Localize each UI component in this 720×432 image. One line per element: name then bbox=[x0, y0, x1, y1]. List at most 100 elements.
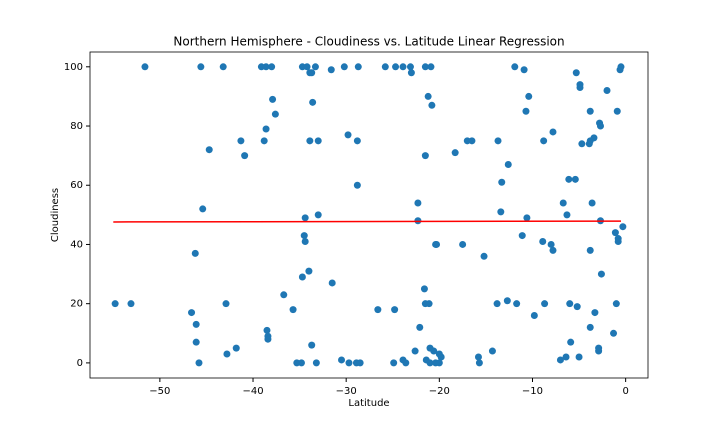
point bbox=[612, 300, 620, 308]
point bbox=[575, 353, 583, 361]
point bbox=[617, 63, 625, 71]
y-tick-label: 80 bbox=[70, 121, 83, 132]
x-tick-label: −30 bbox=[336, 386, 357, 397]
point bbox=[301, 214, 309, 222]
point bbox=[344, 131, 352, 139]
point bbox=[262, 125, 270, 133]
point bbox=[416, 323, 424, 331]
point bbox=[399, 63, 407, 71]
point bbox=[420, 285, 428, 293]
y-tick-label: 100 bbox=[64, 62, 83, 73]
point bbox=[513, 300, 521, 308]
point bbox=[563, 211, 571, 219]
point bbox=[562, 353, 570, 361]
point bbox=[497, 208, 505, 216]
x-tick-label: −10 bbox=[522, 386, 543, 397]
x-tick-label: −20 bbox=[429, 386, 450, 397]
point bbox=[430, 347, 438, 355]
point bbox=[468, 137, 476, 145]
point bbox=[263, 326, 271, 334]
point bbox=[437, 353, 445, 361]
y-axis-label: Cloudiness bbox=[50, 188, 61, 242]
point bbox=[451, 149, 459, 157]
point bbox=[549, 246, 557, 254]
point bbox=[308, 69, 316, 77]
point bbox=[426, 359, 434, 367]
point bbox=[525, 92, 533, 100]
point bbox=[613, 107, 621, 115]
point bbox=[425, 300, 433, 308]
point bbox=[374, 306, 382, 314]
point bbox=[566, 300, 574, 308]
point bbox=[576, 84, 584, 92]
point bbox=[493, 300, 501, 308]
point bbox=[586, 323, 594, 331]
point bbox=[205, 146, 213, 154]
point bbox=[414, 199, 422, 207]
point bbox=[345, 359, 353, 367]
point bbox=[511, 63, 519, 71]
point bbox=[223, 350, 231, 358]
point bbox=[402, 359, 410, 367]
point bbox=[192, 320, 200, 328]
point bbox=[459, 240, 467, 248]
point bbox=[309, 98, 317, 106]
x-axis-label: Latitude bbox=[348, 398, 389, 409]
point bbox=[591, 309, 599, 317]
point bbox=[199, 205, 207, 213]
point bbox=[237, 137, 245, 145]
point bbox=[232, 344, 240, 352]
point bbox=[195, 359, 203, 367]
point bbox=[578, 140, 586, 148]
point bbox=[241, 152, 249, 160]
point bbox=[356, 359, 364, 367]
point bbox=[391, 306, 399, 314]
point bbox=[588, 199, 596, 207]
point bbox=[411, 347, 419, 355]
point bbox=[289, 306, 297, 314]
x-tick-label: −50 bbox=[149, 386, 170, 397]
point bbox=[111, 300, 119, 308]
point bbox=[264, 335, 272, 343]
point bbox=[565, 175, 573, 183]
point bbox=[297, 359, 305, 367]
point bbox=[268, 63, 276, 71]
point bbox=[596, 122, 604, 130]
plot-frame bbox=[89, 51, 649, 379]
y-tick-label: 40 bbox=[70, 239, 83, 250]
point bbox=[300, 232, 308, 240]
point bbox=[475, 359, 483, 367]
point bbox=[381, 63, 389, 71]
point bbox=[611, 229, 619, 237]
point bbox=[498, 178, 506, 186]
point bbox=[504, 161, 512, 169]
point bbox=[614, 238, 622, 246]
point bbox=[327, 66, 335, 74]
point bbox=[392, 63, 400, 71]
point bbox=[424, 92, 432, 100]
point bbox=[141, 63, 149, 71]
point bbox=[572, 69, 580, 77]
point bbox=[474, 353, 482, 361]
point bbox=[603, 86, 611, 94]
point bbox=[353, 137, 361, 145]
point bbox=[311, 63, 319, 71]
point bbox=[610, 329, 618, 337]
point bbox=[571, 175, 579, 183]
point bbox=[390, 359, 398, 367]
point bbox=[549, 128, 557, 136]
point bbox=[222, 300, 230, 308]
point bbox=[503, 297, 511, 305]
y-tick-label: 20 bbox=[70, 299, 83, 310]
point bbox=[269, 95, 277, 103]
point bbox=[262, 63, 270, 71]
point bbox=[427, 63, 435, 71]
point bbox=[306, 137, 314, 145]
x-tick-label: 0 bbox=[622, 386, 628, 397]
point bbox=[308, 341, 316, 349]
point bbox=[567, 338, 575, 346]
point bbox=[428, 101, 436, 109]
point bbox=[590, 134, 598, 142]
point bbox=[556, 356, 564, 364]
point bbox=[540, 137, 548, 145]
